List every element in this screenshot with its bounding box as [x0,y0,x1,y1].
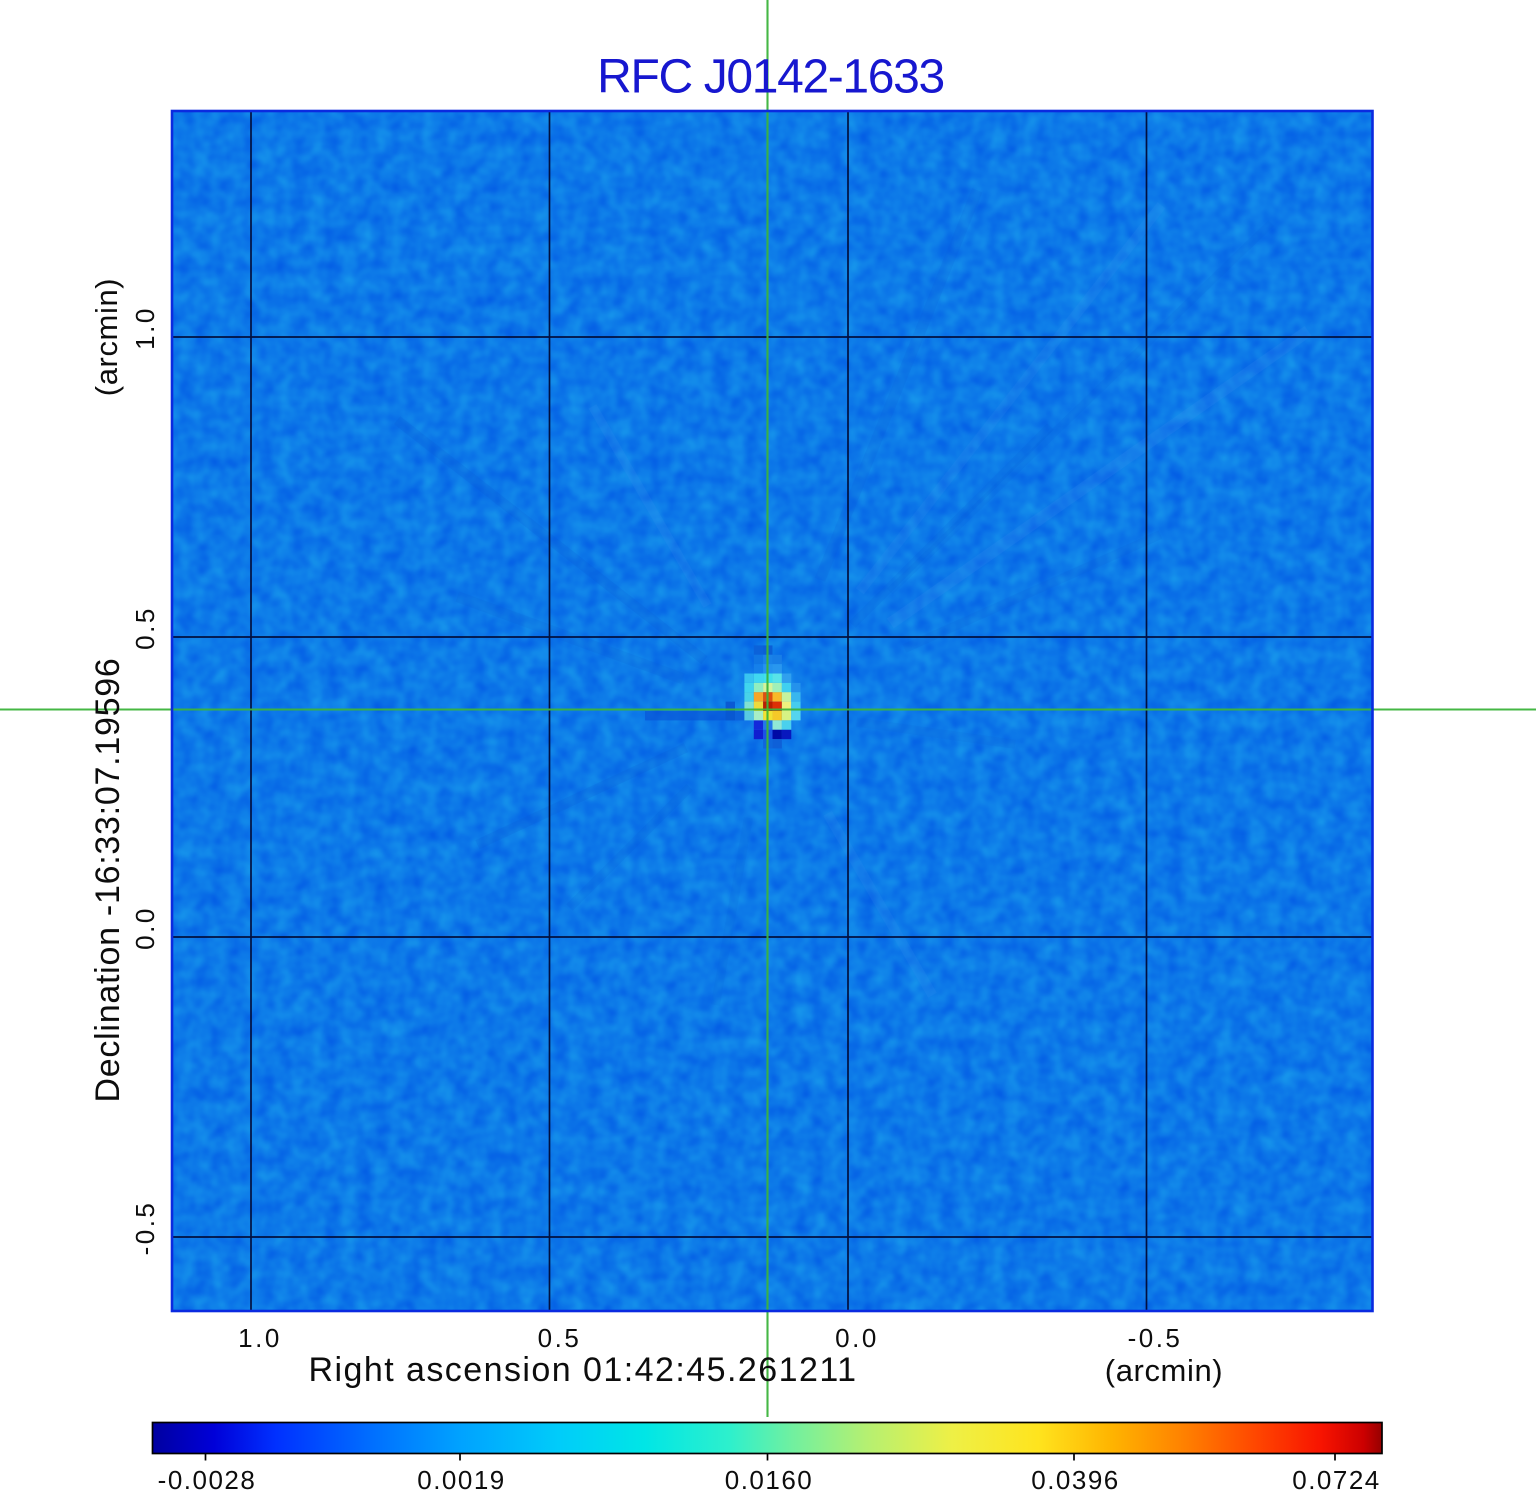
svg-text:0.5: 0.5 [130,606,160,650]
svg-text:0.0019: 0.0019 [417,1465,506,1495]
svg-text:-0.5: -0.5 [130,1201,160,1256]
svg-text:-0.0028: -0.0028 [158,1465,257,1495]
svg-text:0.0396: 0.0396 [1031,1465,1120,1495]
svg-text:1.0: 1.0 [130,306,160,350]
svg-text:0.0160: 0.0160 [725,1465,814,1495]
svg-text:0.0: 0.0 [130,906,160,950]
svg-text:-0.5: -0.5 [1128,1323,1183,1353]
svg-text:0.0: 0.0 [835,1323,879,1353]
svg-text:(arcmin): (arcmin) [1105,1353,1223,1388]
svg-text:0.0724: 0.0724 [1292,1465,1381,1495]
svg-text:Declination -16:33:07.19596: Declination -16:33:07.19596 [89,657,127,1102]
svg-text:RFC J0142-1633: RFC J0142-1633 [597,51,944,104]
svg-text:(arcmin): (arcmin) [89,278,124,396]
svg-text:1.0: 1.0 [238,1323,282,1353]
svg-text:0.5: 0.5 [538,1323,582,1353]
svg-text:Right ascension 01:42:45.2612: Right ascension 01:42:45.261211 [308,1351,857,1389]
